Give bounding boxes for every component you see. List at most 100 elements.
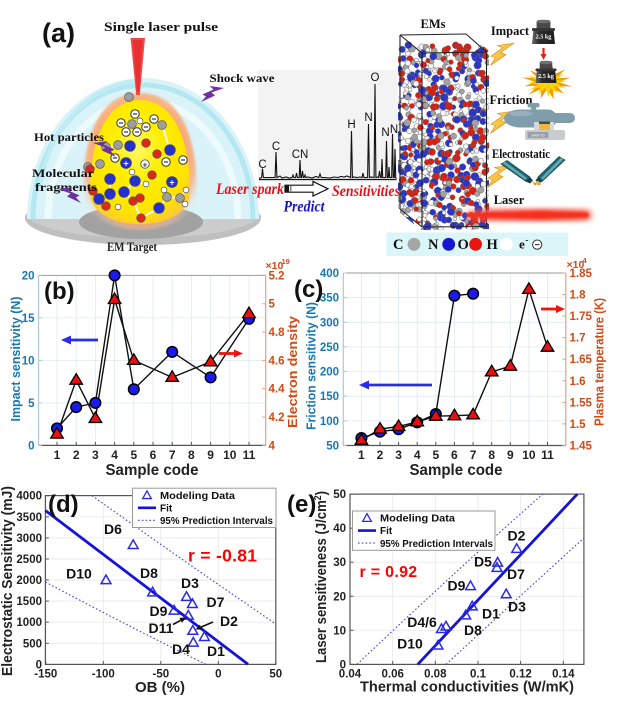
svg-text:×10: ×10 (266, 260, 284, 272)
svg-text:Thermal conductivities (W/mK): Thermal conductivities (W/mK) (360, 680, 574, 696)
svg-text:Fit: Fit (380, 526, 393, 537)
svg-text:CN: CN (292, 149, 309, 161)
svg-text:Sample code: Sample code (410, 462, 503, 479)
svg-text:9: 9 (507, 448, 514, 462)
svg-text:D7: D7 (507, 566, 525, 582)
svg-text:6: 6 (150, 448, 157, 462)
svg-text:Single laser pulse: Single laser pulse (104, 20, 219, 34)
svg-text:20: 20 (333, 591, 346, 603)
svg-text:H: H (487, 237, 499, 253)
svg-text:D10: D10 (397, 636, 423, 652)
svg-text:×10: ×10 (567, 259, 585, 271)
svg-text:2.5 kg: 2.5 kg (538, 73, 555, 80)
svg-text:40: 40 (333, 523, 346, 535)
svg-text:0: 0 (36, 659, 42, 671)
svg-text:N: N (390, 124, 398, 136)
svg-text:-100: -100 (92, 669, 115, 681)
svg-text:0.1: 0.1 (470, 669, 487, 681)
svg-text:7: 7 (169, 448, 176, 462)
svg-text:D7: D7 (207, 594, 225, 610)
svg-text:0.14: 0.14 (552, 669, 575, 681)
svg-text:+: + (143, 160, 148, 169)
svg-text:Impact: Impact (491, 24, 530, 38)
svg-text:H: H (347, 119, 355, 131)
svg-text:19: 19 (282, 257, 290, 266)
svg-text:(b): (b) (44, 278, 75, 305)
svg-text:50: 50 (326, 441, 339, 453)
svg-text:e: e (519, 237, 525, 252)
svg-text:+: + (169, 178, 174, 188)
svg-text:1.75: 1.75 (570, 311, 593, 323)
svg-text:4: 4 (583, 256, 588, 265)
svg-text:1000: 1000 (16, 617, 42, 629)
svg-text:Friction: Friction (489, 93, 532, 107)
svg-text:11: 11 (541, 448, 554, 462)
svg-text:BAM-20: BAM-20 (532, 134, 545, 138)
svg-text:8: 8 (488, 448, 495, 462)
svg-text:D8: D8 (464, 622, 482, 638)
svg-text:Modeling Data: Modeling Data (380, 514, 455, 525)
svg-text:8: 8 (188, 448, 195, 462)
svg-text:500: 500 (23, 638, 42, 650)
svg-text:Electrostatic Sensitivity (mJ): Electrostatic Sensitivity (mJ) (0, 486, 16, 676)
svg-text:10: 10 (223, 448, 237, 462)
svg-text:2.5 kg: 2.5 kg (536, 34, 553, 41)
svg-text:Molecular: Molecular (32, 166, 95, 180)
svg-text:0: 0 (340, 659, 346, 671)
svg-text:-50: -50 (152, 669, 169, 681)
svg-text:150: 150 (320, 391, 339, 403)
svg-text:Laser spark: Laser spark (215, 181, 284, 198)
svg-text:Sensitivities: Sensitivities (332, 183, 400, 200)
svg-text:1.6: 1.6 (570, 376, 586, 388)
svg-text:D3: D3 (508, 599, 526, 615)
svg-text:Laser sensitiveness (J/cm2): Laser sensitiveness (J/cm2) (313, 491, 330, 663)
svg-text:350: 350 (320, 293, 339, 305)
svg-text:N: N (364, 112, 372, 124)
svg-text:(c): (c) (294, 276, 323, 303)
svg-text:D6: D6 (104, 521, 122, 537)
svg-text:15: 15 (22, 313, 35, 325)
svg-text:0.12: 0.12 (509, 669, 531, 681)
svg-text:Friction sensitivity (N): Friction sensitivity (N) (304, 302, 319, 430)
svg-text:D5: D5 (474, 554, 492, 570)
svg-text:1.65: 1.65 (570, 354, 593, 366)
svg-text:+: + (123, 159, 128, 169)
svg-text:D1: D1 (207, 643, 225, 659)
svg-text:1: 1 (54, 448, 61, 462)
svg-text:4: 4 (269, 440, 276, 452)
svg-text:1.55: 1.55 (570, 397, 593, 409)
svg-text:(a): (a) (42, 18, 75, 48)
svg-text:5: 5 (130, 448, 137, 462)
svg-text:D9: D9 (150, 603, 168, 619)
svg-text:Laser: Laser (494, 193, 525, 207)
svg-text:2500: 2500 (16, 554, 42, 566)
svg-text:fragments: fragments (35, 180, 97, 194)
svg-text:5: 5 (432, 448, 439, 462)
svg-text:1.7: 1.7 (570, 333, 586, 345)
svg-text:10: 10 (522, 448, 536, 462)
svg-text:30: 30 (333, 557, 346, 569)
svg-text:95% Prediction Intervals: 95% Prediction Intervals (160, 516, 273, 527)
svg-text:Fit: Fit (160, 503, 173, 514)
svg-text:EM Target: EM Target (107, 240, 158, 254)
svg-text:9: 9 (207, 448, 214, 462)
svg-text:5: 5 (28, 398, 35, 410)
svg-text:1.5: 1.5 (570, 419, 587, 431)
svg-text:(e): (e) (287, 491, 316, 518)
svg-text:Electrostatic: Electrostatic (492, 147, 550, 161)
svg-text:4.2: 4.2 (269, 412, 285, 424)
svg-text:0.06: 0.06 (382, 669, 404, 681)
svg-text:Hot particles: Hot particles (34, 130, 104, 144)
svg-text:0: 0 (215, 669, 221, 681)
svg-text:7: 7 (470, 448, 477, 462)
svg-text:250: 250 (320, 342, 339, 354)
svg-text:6: 6 (451, 448, 458, 462)
svg-text:95% Prediction Intervals: 95% Prediction Intervals (380, 539, 493, 550)
svg-text:4.4: 4.4 (269, 384, 286, 396)
svg-text:3: 3 (92, 448, 99, 462)
svg-text:D2: D2 (508, 528, 526, 544)
svg-text:4: 4 (111, 448, 118, 462)
svg-text:50: 50 (333, 489, 346, 501)
svg-text:1: 1 (358, 448, 365, 462)
svg-text:D10: D10 (66, 566, 92, 582)
